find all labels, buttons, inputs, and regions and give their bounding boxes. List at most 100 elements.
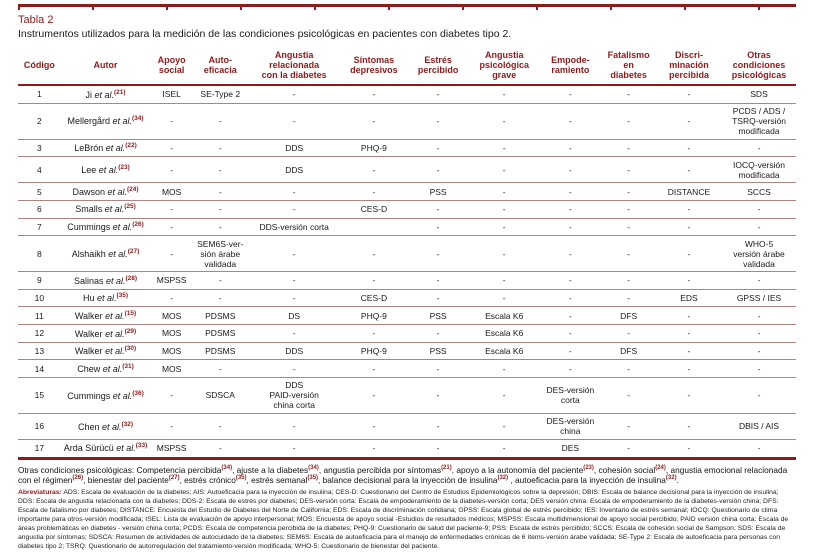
cell-auto-eficacia: - [193, 217, 248, 236]
cell-empoderamiento: - [539, 138, 602, 157]
cell-autor: Walker et al.(15) [60, 306, 151, 325]
cell-angustia-grave: Escala K6 [469, 341, 540, 360]
cell-codigo: 12 [18, 324, 61, 343]
cell-estres-percibido: - [406, 376, 470, 414]
cell-discriminacion-percibida: - [655, 412, 723, 440]
table-row-12: 12 Walker et al.(29) MOS PDSMS - - - Escala K6-… [18, 324, 796, 343]
cell-fatalismo-diabetes: DFS [601, 341, 656, 360]
cell-auto-eficacia: PDSMS [193, 306, 248, 325]
cell-empoderamiento: - [539, 199, 602, 219]
cell-sintomas-depresivos: - [340, 84, 407, 104]
top-rule [18, 4, 796, 7]
cell-auto-eficacia: PDSMS [193, 341, 248, 360]
cell-apoyo-social: MOS [150, 359, 194, 378]
cell-discriminacion-percibida: - [655, 156, 723, 183]
cell-codigo: 3 [18, 138, 61, 157]
instruments-table: Código Autor Apoyo social Auto- eficacia Ang… [18, 48, 796, 460]
footnote-citation: (32) [497, 475, 509, 482]
column-header-otras-condiciones: Otras condiciones psicológicas [731, 49, 787, 80]
cell-codigo: 9 [18, 271, 61, 290]
cell-empoderamiento: - [539, 306, 602, 325]
cell-angustia-diabetes: DDS [247, 341, 341, 360]
table-row-14: 14 Chew et al.(31) MOS - - - - - - - - - [18, 359, 796, 378]
cell-autor: Cummings et al.(26) [60, 217, 151, 236]
table-row-7: 7 Cummings et al.(26) - - DDS-versión corta -… [18, 217, 796, 236]
cell-angustia-diabetes: - [247, 102, 341, 140]
cell-angustia-grave: - [469, 376, 540, 414]
cell-apoyo-social: - [150, 199, 194, 219]
cell-estres-percibido: - [406, 138, 470, 157]
table-row-11: 11 Walker et al.(15) MOS PDSMS DS PHQ-9 PSS Esc… [18, 306, 796, 325]
cell-fatalismo-diabetes: - [601, 182, 656, 201]
cell-empoderamiento: DES [539, 438, 602, 459]
cell-codigo: 2 [18, 102, 61, 140]
table-row-16: 16 Chen et al.(32) - - - - - - DES-versión china… [18, 412, 796, 440]
cell-empoderamiento: DES-versión china [539, 412, 602, 440]
cell-discriminacion-percibida: - [655, 138, 723, 157]
cell-sintomas-depresivos: - [340, 156, 407, 183]
column-header-sintomas-depresivos: Síntomas depresivos [350, 54, 398, 75]
cell-apoyo-social: MOS [150, 341, 194, 360]
citation-number: (29) [124, 327, 137, 335]
cell-empoderamiento: DES-versión corta [539, 376, 602, 414]
cell-angustia-grave: - [469, 412, 540, 440]
footnote-citation: (24) [655, 464, 666, 471]
table-row-9: 9 Salinas et al.(28) MSPSS - - - - - - - - - [18, 271, 796, 290]
cell-discriminacion-percibida: - [655, 359, 723, 378]
cell-angustia-diabetes: - [247, 271, 341, 290]
cell-otras-condiciones: GPSS / IES [722, 288, 796, 307]
column-header-apoyo-social: Apoyo social [157, 54, 186, 75]
column-header-codigo: Código [23, 59, 55, 70]
cell-discriminacion-percibida: - [655, 306, 723, 325]
cell-autor: Alshaikh et al.(27) [60, 235, 151, 272]
cell-fatalismo-diabetes: - [601, 156, 656, 183]
cell-empoderamiento: - [539, 102, 602, 140]
cell-otras-condiciones: - [722, 271, 796, 290]
cell-codigo: 4 [18, 156, 61, 183]
cell-codigo: 16 [18, 412, 61, 440]
cell-estres-percibido: - [406, 271, 470, 290]
cell-otras-condiciones: PCDS / ADS / TSRQ-versión modificada [722, 102, 796, 140]
cell-sintomas-depresivos: CES-D [340, 288, 407, 307]
cell-sintomas-depresivos: - [340, 412, 407, 440]
cell-angustia-grave: - [469, 156, 540, 183]
cell-otras-condiciones: - [722, 341, 796, 360]
table-label: Tabla 2 [18, 14, 54, 26]
cell-fatalismo-diabetes: - [601, 102, 656, 140]
cell-estres-percibido: PSS [406, 341, 470, 360]
cell-otras-condiciones: - [722, 306, 796, 325]
footnote-citation: (35) [235, 475, 247, 482]
footnote-citation: (34) [308, 464, 319, 471]
citation-number: (32) [121, 420, 134, 428]
table-row-5: 5 Dawson et al.(24) MOS - - - PSS - - - DISTANCE SC… [18, 182, 796, 201]
cell-apoyo-social: MSPSS [150, 271, 194, 290]
cell-estres-percibido: - [406, 359, 470, 378]
footnote-citation: (32) [665, 475, 677, 482]
cell-otras-condiciones: DBIS / AIS [722, 412, 796, 440]
cell-codigo: 5 [18, 182, 61, 201]
cell-codigo: 1 [18, 84, 61, 104]
cell-auto-eficacia: - [193, 438, 248, 459]
cell-otras-condiciones: - [722, 438, 796, 459]
cell-angustia-grave: - [469, 235, 540, 272]
cell-sintomas-depresivos: CES-D [340, 199, 407, 219]
cell-otras-condiciones: - [722, 199, 796, 219]
cell-discriminacion-percibida: EDS [655, 288, 723, 307]
cell-autor: Arda Sürücü et al.(33) [60, 438, 151, 459]
cell-angustia-diabetes: - [247, 438, 341, 459]
column-header-autor: Autor [93, 59, 118, 70]
cell-angustia-diabetes: - [247, 288, 341, 307]
citation-number: (34) [132, 115, 144, 123]
cell-fatalismo-diabetes: - [601, 412, 656, 440]
cell-apoyo-social: - [150, 412, 194, 440]
cell-sintomas-depresivos: - [340, 376, 407, 414]
table-row-17: 17 Arda Sürücü et al.(33) MSPSS - - - - - DES - - - [18, 438, 796, 459]
cell-fatalismo-diabetes: - [601, 376, 656, 414]
cell-autor: Ji et al.(21) [60, 84, 151, 104]
cell-angustia-diabetes: DDS [247, 156, 341, 183]
column-header-angustia-diabetes: Angustia relacionada con la diabetes [261, 49, 327, 80]
cell-sintomas-depresivos: - [340, 438, 407, 459]
column-header-discriminacion-percibida: Discri- minación percibida [668, 49, 709, 80]
cell-angustia-diabetes: DDS PAID-versión china corta [247, 376, 341, 414]
